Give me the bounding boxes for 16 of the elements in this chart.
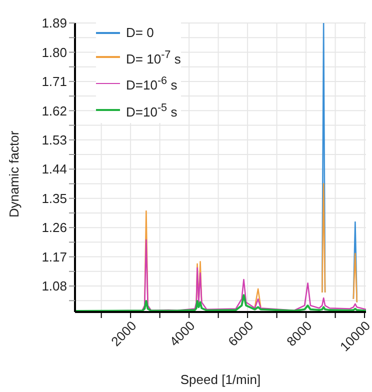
y-tick-label: 1.35 [42, 190, 67, 206]
y-tick-label: 1.08 [42, 278, 67, 294]
y-axis-title: Dynamic factor [6, 130, 22, 218]
y-tick-label: 1.80 [42, 44, 67, 60]
y-tick-label: 1.62 [42, 103, 67, 118]
y-tick-label: 1.44 [42, 162, 67, 177]
y-tick-label: 1.53 [42, 132, 67, 148]
legend-label: D=10$^{-5}$ s [126, 100, 178, 121]
x-axis-title: Speed [1/min] [180, 372, 261, 387]
legend-label: D= 10$^{-7}$ s [126, 48, 181, 68]
y-tick-label: 1.26 [42, 220, 67, 236]
y-tick-label: 1.71 [42, 74, 67, 90]
y-tick-label: 1.17 [42, 249, 67, 264]
legend-label: D=10$^{-6}$ s [126, 74, 178, 95]
legend-label: D= 0 [126, 24, 154, 42]
y-tick-label: 1.89 [42, 16, 67, 31]
